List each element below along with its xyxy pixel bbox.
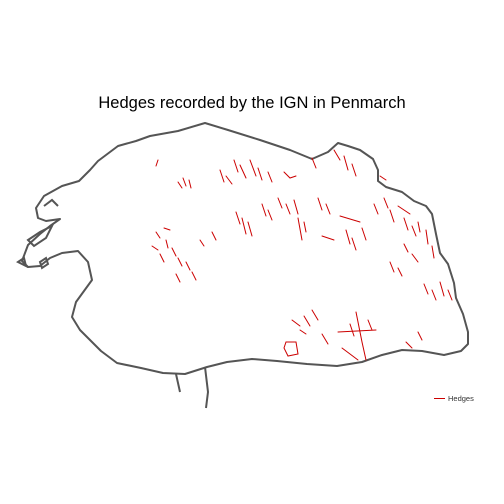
hedge-segment — [163, 227, 171, 231]
hedge-segment — [405, 341, 413, 349]
hedge-segment — [379, 175, 387, 181]
hedge-segment — [182, 177, 187, 187]
hedge-segment — [311, 309, 319, 321]
hedge-segment — [297, 217, 303, 241]
hedge-segment — [155, 231, 161, 239]
hedge-segment — [177, 181, 183, 189]
islet — [16, 256, 28, 268]
hedge-segment — [211, 231, 217, 241]
legend-label-hedges: Hedges — [448, 394, 474, 403]
hedge-segment — [277, 197, 283, 209]
map-title: Hedges recorded by the IGN in Penmarch — [98, 94, 406, 112]
hedge-segment — [423, 283, 429, 295]
hedge-segment — [249, 159, 257, 177]
hedge-segment — [431, 289, 437, 301]
hedge-segment — [389, 261, 395, 273]
hedge-segment — [341, 347, 359, 361]
hedge-segment — [403, 243, 409, 253]
hedge-segment — [411, 225, 417, 237]
hedges-layer — [151, 149, 453, 361]
extension-line — [175, 373, 181, 393]
hedge-segment — [321, 235, 335, 241]
hedge-segment — [241, 217, 247, 235]
islet — [26, 223, 55, 248]
hedge-segment — [219, 169, 225, 183]
coastline-details — [16, 198, 59, 270]
hedge-segment — [165, 239, 169, 249]
hedge-segment — [159, 253, 165, 263]
hedge-segment — [351, 237, 357, 251]
hedge-segment — [351, 163, 357, 177]
legend: Hedges — [434, 394, 474, 403]
hedge-segment — [171, 247, 177, 257]
hedge-segment — [311, 157, 317, 169]
hedge-segment — [397, 205, 411, 215]
hedge-segment — [267, 171, 273, 183]
hedge-segment — [439, 281, 445, 297]
hedge-segment — [389, 209, 395, 223]
hedge-segment — [257, 167, 263, 181]
coast-fragment — [43, 198, 59, 207]
hedge-segment — [291, 319, 301, 327]
hedge-segment — [239, 164, 247, 179]
hedge-segment — [185, 261, 191, 271]
legend-line-swatch — [434, 398, 445, 399]
hedge-segment — [339, 215, 361, 223]
hedge-segment — [383, 197, 389, 209]
hedge-segment — [191, 271, 197, 281]
boundary-extensions — [175, 366, 210, 409]
hedge-segment — [411, 253, 419, 263]
hedge-segment — [188, 179, 192, 189]
hedge-segment — [397, 267, 403, 277]
hedge-segment — [337, 329, 377, 333]
hedge-segment — [285, 203, 291, 215]
extension-line — [204, 366, 210, 409]
hedge-segment — [333, 149, 341, 161]
hedge-segment — [403, 217, 409, 231]
hedge-segment — [199, 239, 205, 247]
hedge-segment — [235, 211, 241, 225]
hedge-segment — [345, 229, 351, 245]
islet — [38, 256, 50, 270]
hedge-segment — [355, 311, 367, 361]
hedge-segment — [177, 257, 183, 267]
hedge-segment — [349, 323, 355, 337]
hedge-segment — [325, 203, 331, 215]
hedge-segment — [283, 341, 299, 357]
hedge-segment — [425, 229, 429, 245]
hedge-segment — [303, 221, 307, 233]
hedge-segment — [361, 227, 367, 241]
hedge-segment — [293, 199, 299, 215]
hedge-segment — [303, 315, 311, 327]
hedge-segment — [299, 329, 307, 335]
hedge-segment — [367, 319, 373, 331]
hedge-segment — [343, 155, 349, 171]
hedge-segment — [175, 273, 181, 283]
commune-boundary — [21, 122, 469, 375]
hedge-segment — [225, 175, 233, 185]
hedge-segment — [447, 289, 453, 301]
hedge-segment — [155, 159, 159, 167]
hedge-segment — [321, 333, 329, 345]
hedge-segment — [233, 159, 239, 173]
hedge-segment — [247, 221, 253, 237]
hedge-segment — [417, 331, 423, 341]
hedge-segment — [267, 209, 273, 221]
hedge-segment — [373, 203, 379, 215]
hedge-segment — [431, 245, 435, 259]
hedge-segment — [283, 171, 297, 179]
hedge-segment — [317, 197, 323, 211]
hedge-segment — [417, 221, 421, 233]
hedge-segment — [151, 245, 159, 251]
hedge-segment — [261, 203, 267, 217]
